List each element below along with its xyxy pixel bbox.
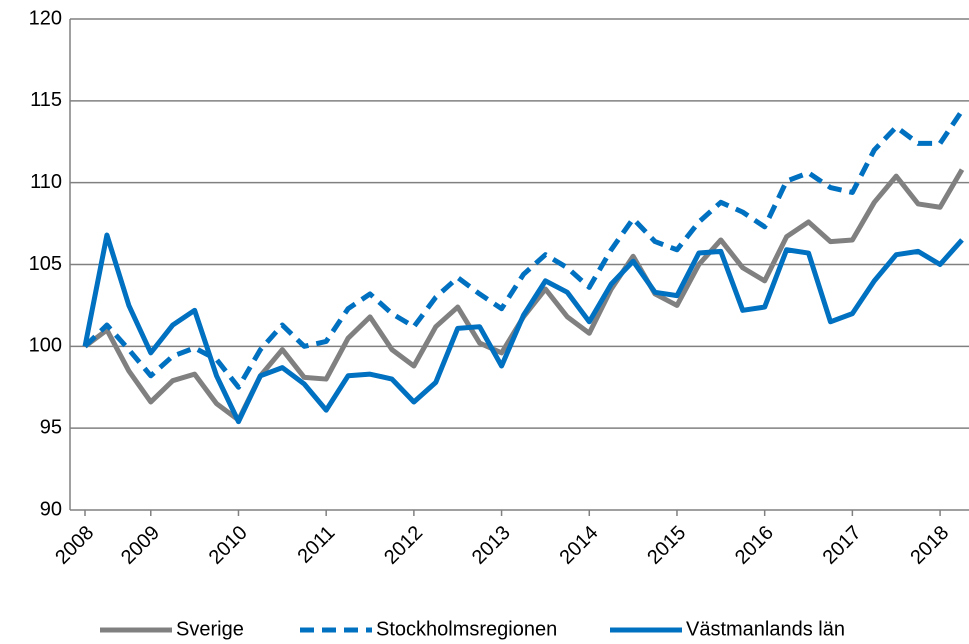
x-tick-label: 2016 [731,522,778,569]
x-tick-label: 2014 [556,522,603,569]
legend-label: Sverige [176,618,244,640]
legend-label: Stockholmsregionen [376,618,557,640]
x-tick-label: 2013 [468,522,515,569]
series-line [83,168,965,423]
x-tick-label: 2008 [51,522,98,569]
x-tick-label: 2012 [380,522,427,569]
x-tick-label: 2015 [643,522,690,569]
x-tick-label: 2017 [819,522,866,569]
legend-label: Västmanlands län [686,618,845,640]
series-line [83,109,965,390]
series-line [82,232,964,425]
x-tick-label: 2010 [205,522,252,569]
y-tick-label: 100 [29,335,62,357]
y-tick-label: 110 [30,171,62,193]
y-tick-label: 95 [40,416,62,438]
y-tick-label: 115 [30,89,62,111]
x-tick-label: 2011 [293,522,339,568]
y-tick-label: 105 [29,253,62,275]
x-tick-label: 2018 [906,522,953,569]
y-tick-label: 90 [40,498,62,520]
x-tick-label: 2009 [117,522,164,569]
y-tick-label: 120 [29,7,62,29]
